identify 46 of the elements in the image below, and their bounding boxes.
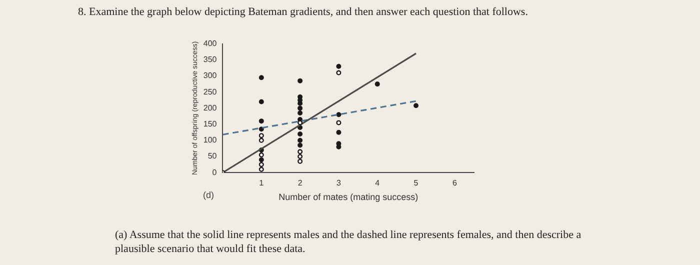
point bbox=[258, 157, 264, 162]
x-tick-label: 1 bbox=[259, 178, 264, 188]
x-axis-title: Number of mates (mating success) bbox=[278, 192, 418, 202]
y-tick-label: 350 bbox=[203, 55, 218, 64]
point bbox=[298, 138, 303, 143]
point bbox=[298, 149, 303, 154]
point bbox=[374, 82, 380, 87]
point bbox=[336, 120, 342, 126]
point bbox=[298, 158, 303, 164]
y-tick-label: 150 bbox=[203, 120, 218, 129]
y-tick-label: 50 bbox=[208, 152, 218, 161]
point bbox=[258, 99, 264, 104]
point bbox=[258, 118, 264, 124]
point bbox=[258, 162, 264, 168]
x-tick-label: 4 bbox=[375, 178, 380, 188]
text: (a) Assume that the solid line represents males and the dashed line represents females, and then describe a plausible scenario that would fit these data. bbox=[115, 228, 582, 256]
y-tick-label: 0 bbox=[212, 168, 218, 177]
point bbox=[298, 106, 303, 111]
y-tick-label: 300 bbox=[203, 71, 218, 80]
point bbox=[258, 152, 264, 158]
text: (d) bbox=[203, 190, 214, 200]
y-tick-label: 100 bbox=[203, 136, 218, 145]
point bbox=[258, 138, 264, 143]
point bbox=[258, 126, 264, 132]
point bbox=[298, 154, 303, 159]
y-tick-label: 250 bbox=[203, 87, 218, 96]
point bbox=[258, 166, 264, 172]
point bbox=[258, 133, 264, 138]
point bbox=[298, 131, 303, 136]
point bbox=[336, 130, 342, 135]
point bbox=[336, 70, 342, 76]
point bbox=[298, 142, 303, 148]
x-tick-label: 6 bbox=[452, 178, 458, 188]
point bbox=[336, 64, 342, 69]
x-tick-label: 5 bbox=[414, 178, 419, 188]
y-tick-label: 400 bbox=[203, 39, 218, 48]
point bbox=[298, 120, 303, 126]
point bbox=[414, 103, 419, 108]
point bbox=[336, 112, 342, 118]
point bbox=[298, 78, 303, 84]
point bbox=[258, 75, 264, 80]
chart-title: 8. Examine the graph below depicting Bateman gradients, and then answer each question that follows. bbox=[78, 6, 528, 18]
y-tick-label: 200 bbox=[203, 103, 218, 112]
x-tick-label: 3 bbox=[336, 178, 342, 188]
point bbox=[298, 110, 303, 116]
x-tick-label: 2 bbox=[298, 178, 303, 188]
